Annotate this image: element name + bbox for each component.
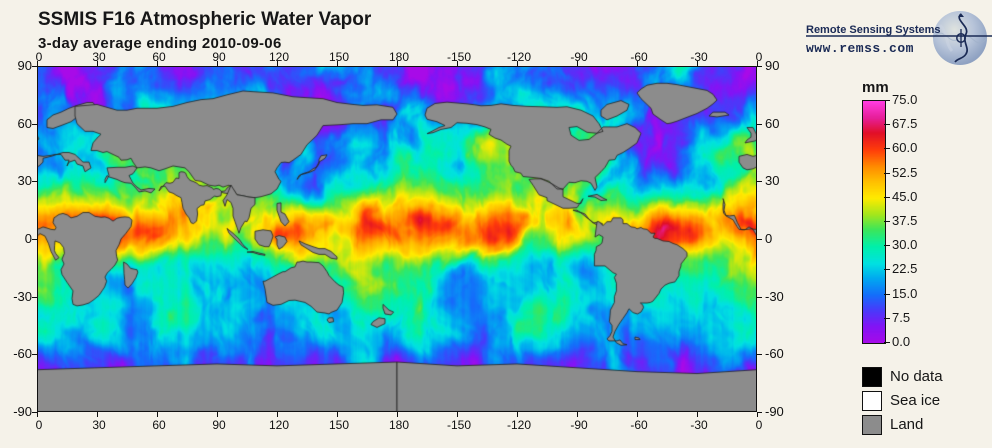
svg-text:Remote Sensing Systems: Remote Sensing Systems (806, 24, 941, 36)
svg-text:www.remss.com: www.remss.com (806, 41, 914, 56)
